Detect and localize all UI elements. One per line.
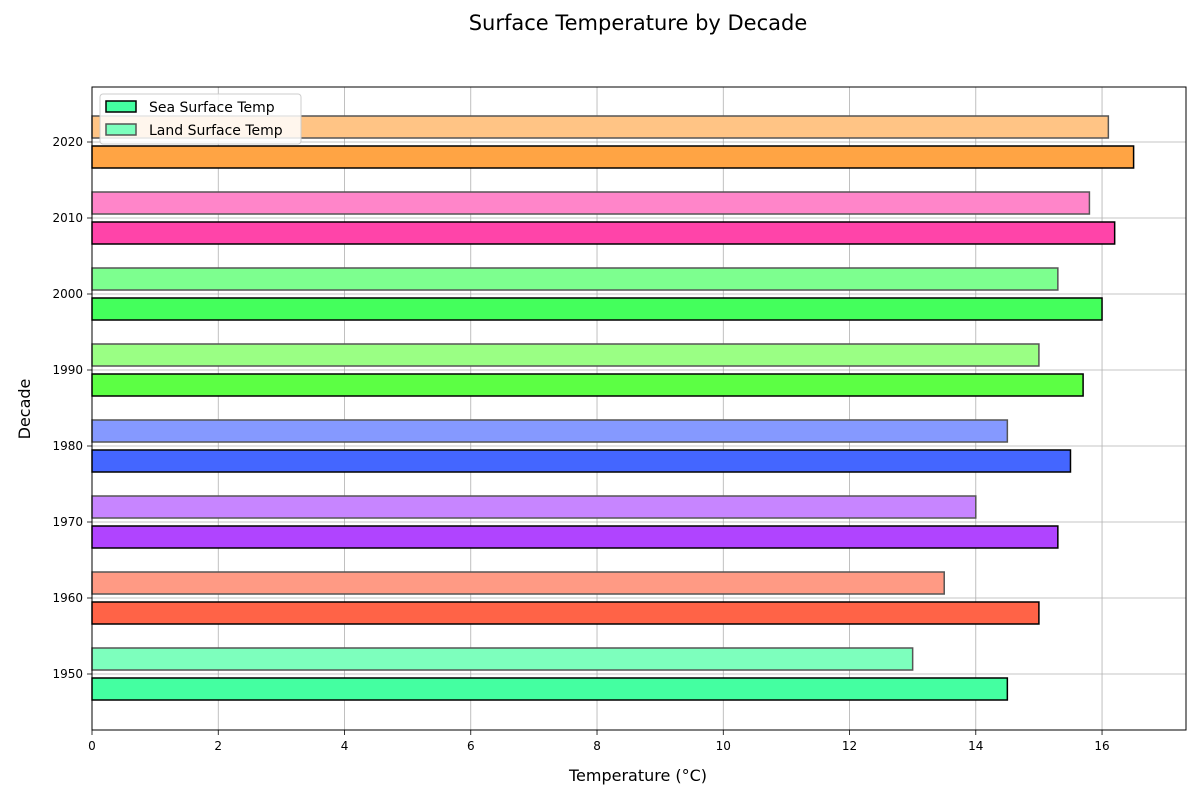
x-tick-label: 6 <box>467 739 475 753</box>
y-tick-label-1970: 1970 <box>52 515 83 529</box>
bar-land-surface-temp-1960 <box>91 571 945 595</box>
legend-label-sea-surface-temp: Sea Surface Temp <box>149 100 275 116</box>
y-tick-label-1990: 1990 <box>52 363 83 377</box>
bar-land-surface-temp-1980 <box>91 419 1009 443</box>
bars-layer <box>91 115 1135 701</box>
bar-land-surface-temp-2010 <box>91 191 1091 215</box>
y-tick-label-2010: 2010 <box>52 211 83 225</box>
bar-land-surface-temp-1970 <box>91 495 977 519</box>
legend-box <box>99 93 302 145</box>
legend-swatch-land-surface-temp <box>105 123 137 136</box>
bar-sea-surface-temp-1970 <box>91 525 1059 549</box>
y-tick-label-2020: 2020 <box>52 135 83 149</box>
x-tick-label: 2 <box>214 739 222 753</box>
x-tick-label: 10 <box>716 739 731 753</box>
bar-sea-surface-temp-2020 <box>91 145 1135 169</box>
y-tick-label-1960: 1960 <box>52 591 83 605</box>
y-axis-label: Decade <box>15 379 34 440</box>
x-tick-label: 8 <box>593 739 601 753</box>
x-tick-label: 12 <box>842 739 857 753</box>
legend-label-land-surface-temp: Land Surface Temp <box>149 123 283 139</box>
axes-layer: 0 2 4 6 8 10 12 14 16 1950 1960 1970 1980 1990 2000 201… <box>52 86 1187 753</box>
plot-frame <box>91 86 1187 731</box>
bar-land-surface-temp-2000 <box>91 267 1059 291</box>
bar-sea-surface-temp-2010 <box>91 221 1116 245</box>
x-tick-label: 0 <box>88 739 96 753</box>
legend-swatch-sea-surface-temp <box>105 100 137 113</box>
y-tick-label-1950: 1950 <box>52 667 83 681</box>
bar-sea-surface-temp-1950 <box>91 677 1009 701</box>
y-tick-label-1980: 1980 <box>52 439 83 453</box>
bar-sea-surface-temp-1960 <box>91 601 1040 625</box>
x-axis-label: Temperature (°C) <box>568 766 707 785</box>
y-tick-label-2000: 2000 <box>52 287 83 301</box>
x-tick-label: 4 <box>341 739 349 753</box>
bar-land-surface-temp-1950 <box>91 647 914 671</box>
bar-land-surface-temp-1990 <box>91 343 1040 367</box>
chart-title: Surface Temperature by Decade <box>469 11 808 35</box>
x-tick-label: 14 <box>968 739 983 753</box>
x-tick-label: 16 <box>1094 739 1109 753</box>
bar-sea-surface-temp-2000 <box>91 297 1103 321</box>
bar-sea-surface-temp-1980 <box>91 449 1072 473</box>
legend: Sea Surface Temp Land Surface Temp <box>99 93 302 145</box>
bar-sea-surface-temp-1990 <box>91 373 1084 397</box>
grid-layer <box>91 87 1186 730</box>
